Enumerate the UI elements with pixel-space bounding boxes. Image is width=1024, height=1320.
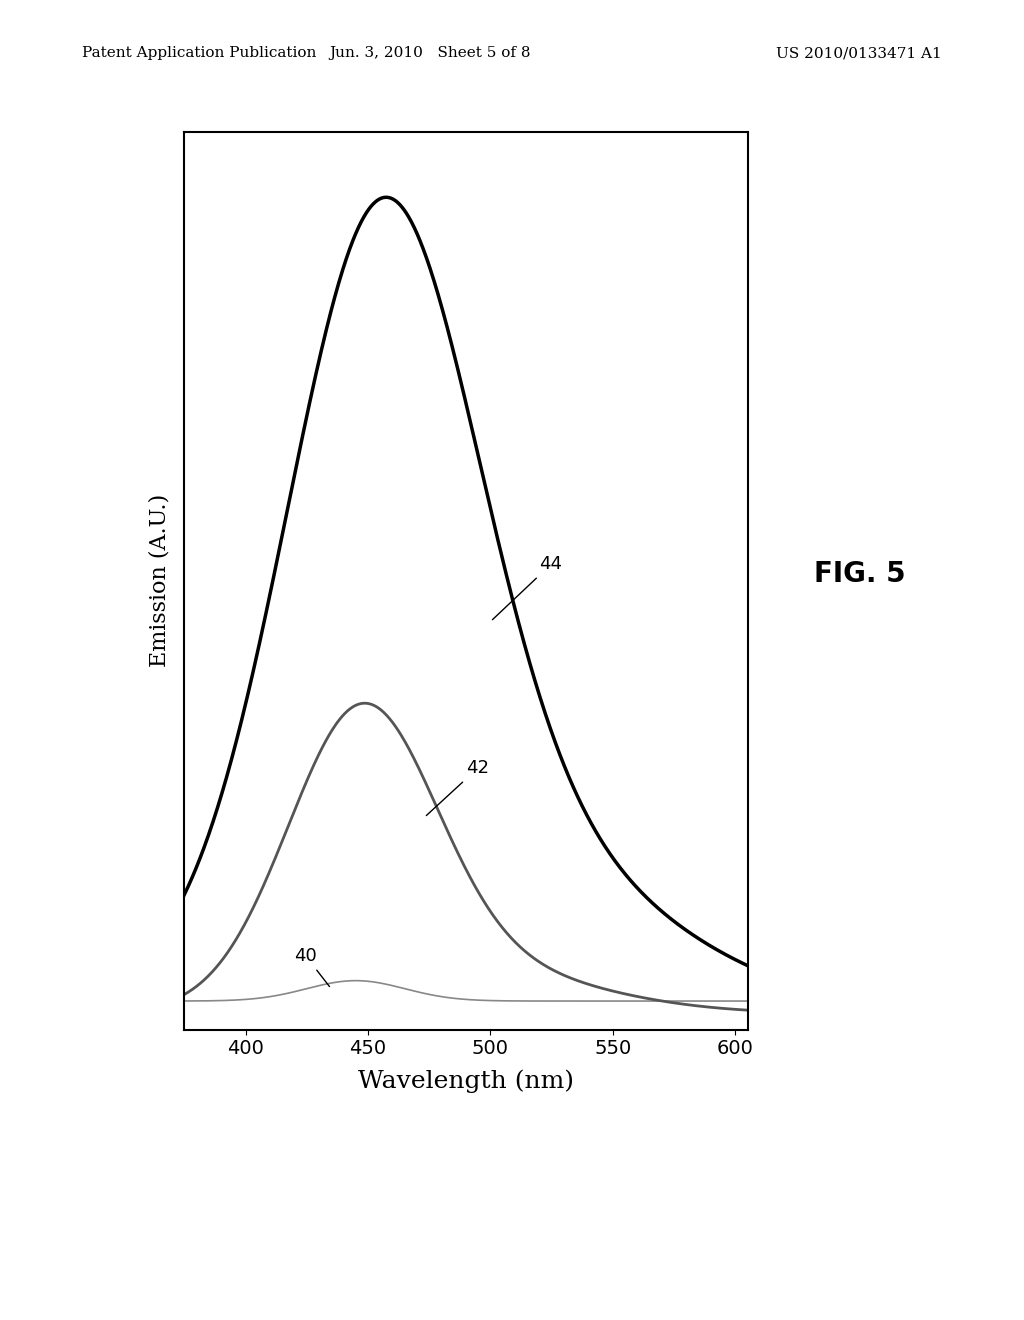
Text: US 2010/0133471 A1: US 2010/0133471 A1 — [776, 46, 942, 61]
Y-axis label: Emission (A.U.): Emission (A.U.) — [148, 494, 170, 668]
X-axis label: Wavelength (nm): Wavelength (nm) — [358, 1069, 573, 1093]
Text: 40: 40 — [295, 948, 330, 986]
Text: Jun. 3, 2010   Sheet 5 of 8: Jun. 3, 2010 Sheet 5 of 8 — [330, 46, 530, 61]
Text: Patent Application Publication: Patent Application Publication — [82, 46, 316, 61]
Text: 42: 42 — [426, 759, 488, 816]
Text: FIG. 5: FIG. 5 — [814, 560, 905, 589]
Text: 44: 44 — [493, 556, 562, 619]
